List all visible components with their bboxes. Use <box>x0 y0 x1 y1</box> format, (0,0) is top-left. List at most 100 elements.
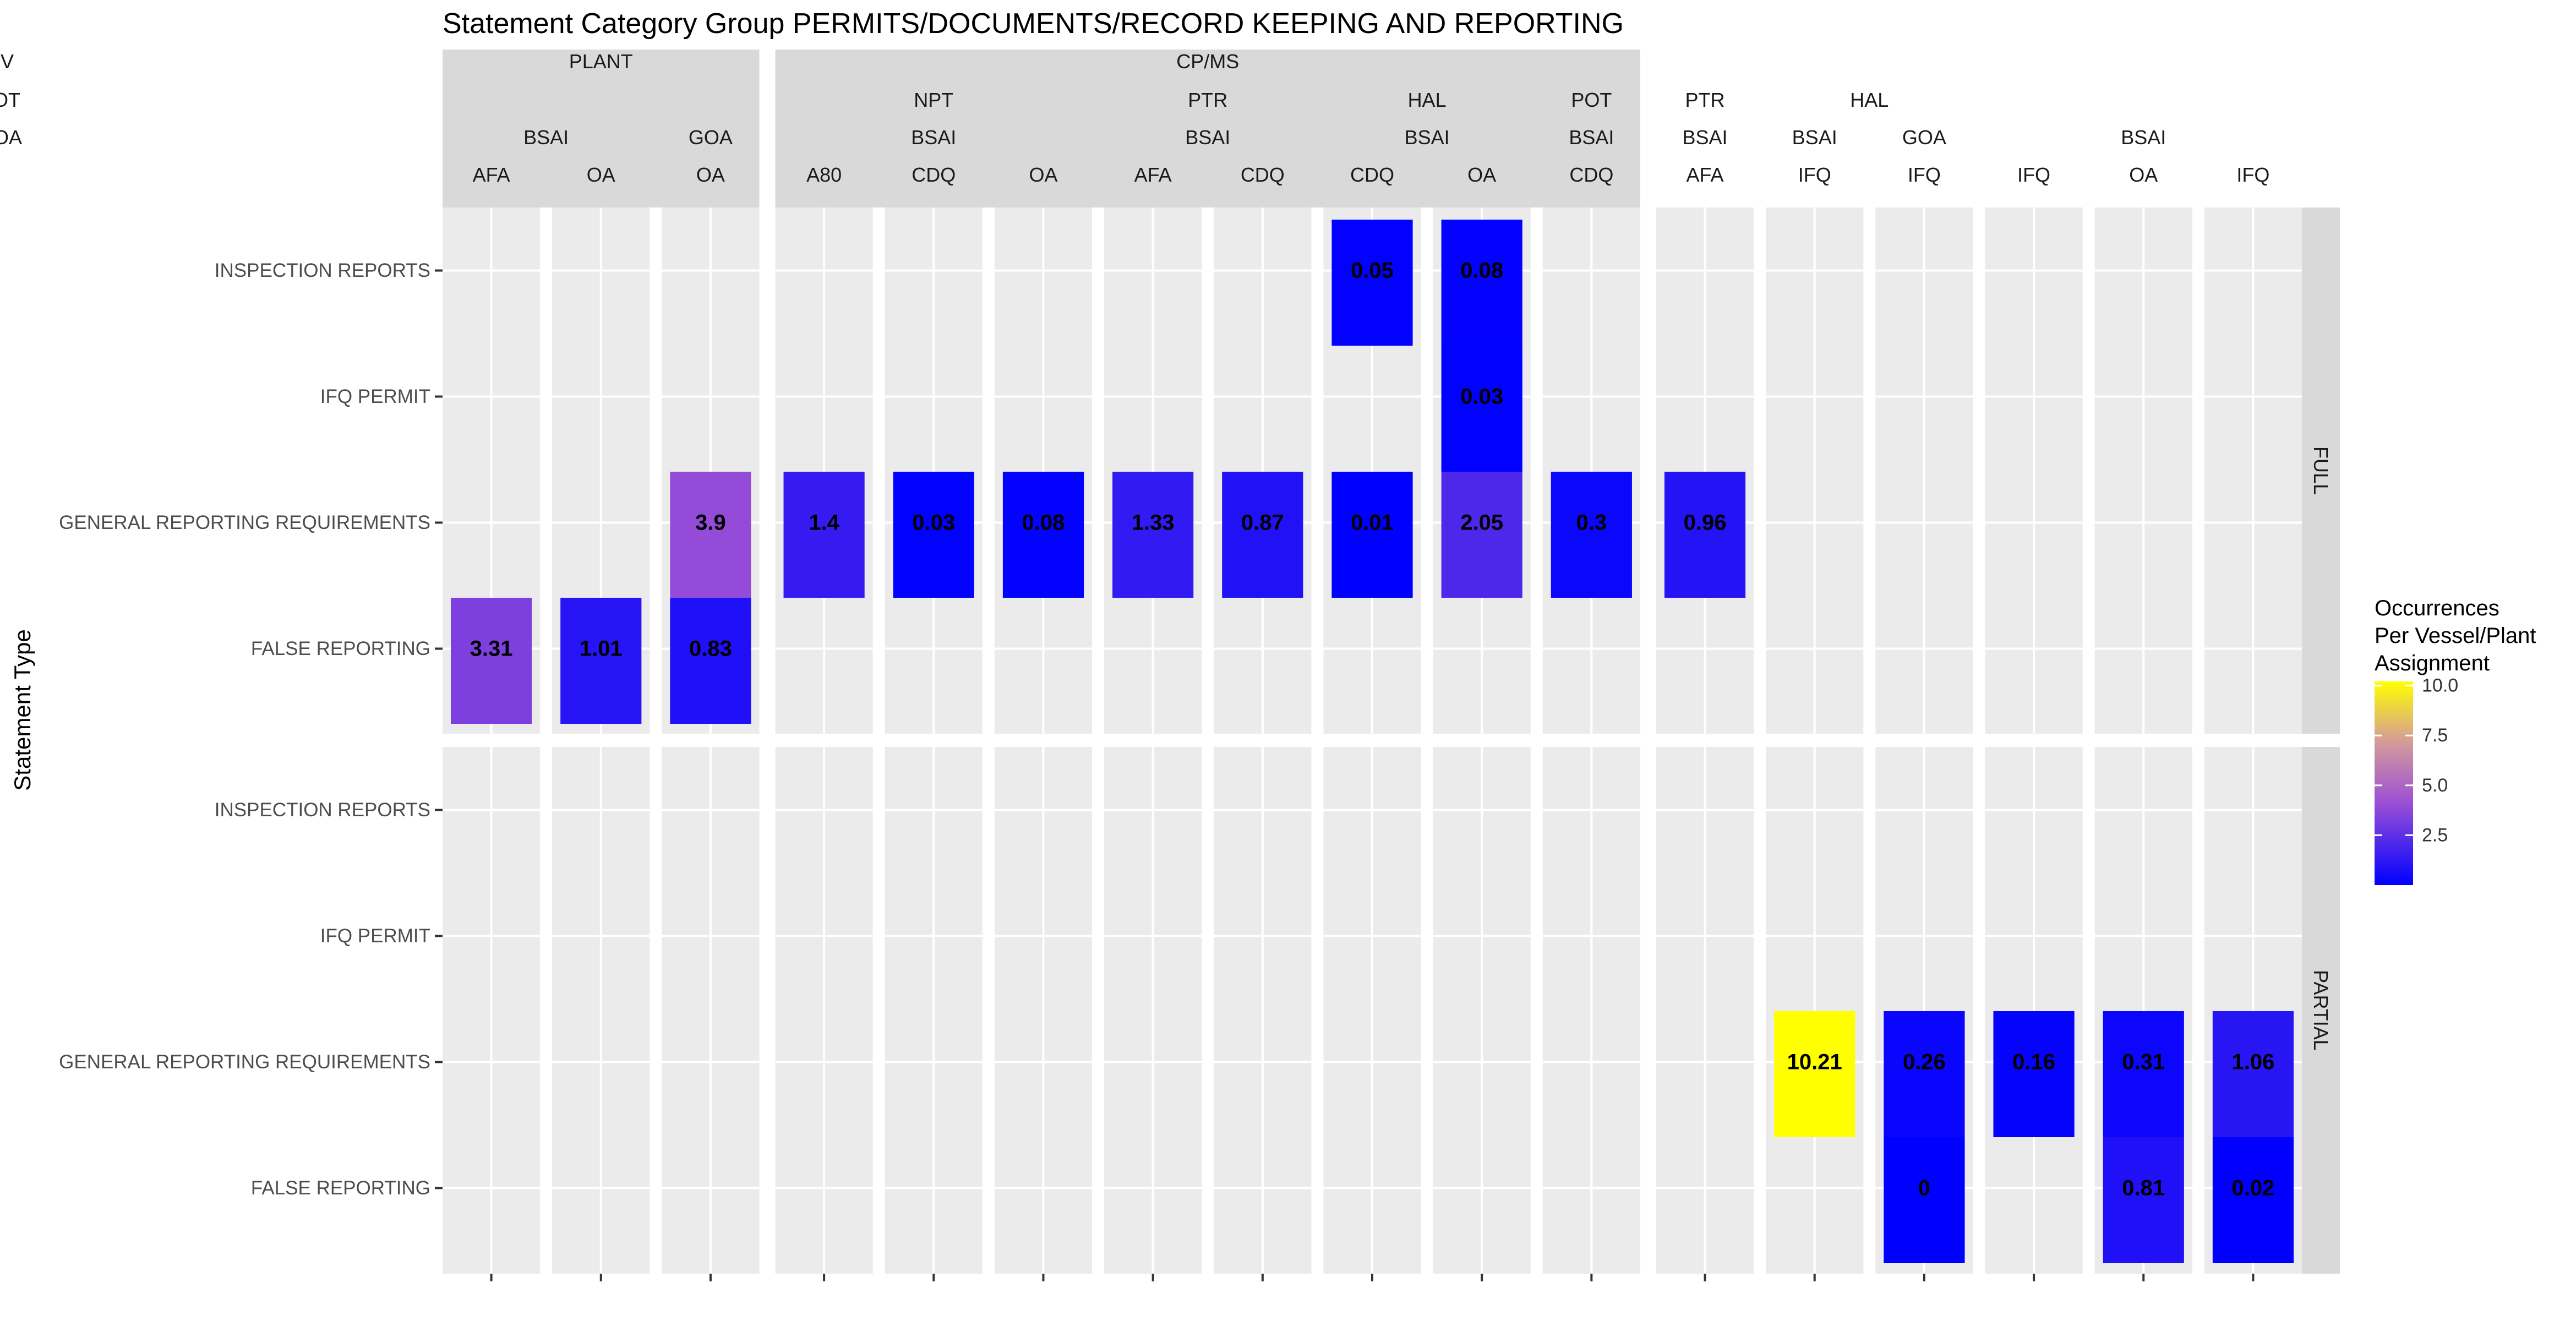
strip-label-gear-pot: POT <box>0 89 20 111</box>
y-tick-label-ifq-permit: IFQ PERMIT <box>320 386 430 407</box>
strip-label-col-cdq: CDQ <box>1241 163 1285 186</box>
cell-full-4-general-reporting-requirements-label: 0.03 <box>912 511 955 535</box>
y-tick-label-ifq-permit: IFQ PERMIT <box>320 925 430 947</box>
cell-partial-16-false-reporting <box>2212 1137 2294 1263</box>
cell-partial-16-false-reporting-label: 0.02 <box>2231 1176 2274 1200</box>
cell-partial-13-false-reporting <box>1884 1137 1965 1263</box>
cell-partial-15-general-reporting-requirements-label: 0.31 <box>2122 1050 2165 1074</box>
legend-colorbar <box>2375 681 2413 885</box>
strip-label-gear-pot: POT <box>1571 89 1612 111</box>
cell-partial-14-general-reporting-requirements <box>1993 1011 2075 1137</box>
cell-full-2-general-reporting-requirements <box>670 472 751 598</box>
strip-label-area-bsai: BSAI <box>1683 126 1728 149</box>
strip-label-area-goa: GOA <box>0 126 22 149</box>
y-tick-label-inspection-reports: INSPECTION REPORTS <box>215 260 430 281</box>
legend-title-line: Per Vessel/Plant <box>2375 624 2536 648</box>
strip-label-cp-ms: CP/MS <box>1176 50 1239 73</box>
cell-full-8-inspection-reports-label: 0.05 <box>1351 259 1394 283</box>
cell-full-0-false-reporting-label: 3.31 <box>470 637 513 661</box>
legend-title-line: Occurrences <box>2375 596 2499 620</box>
strip-label-col-cdq: CDQ <box>1350 163 1394 186</box>
cell-full-0-false-reporting <box>451 598 532 724</box>
cell-partial-15-general-reporting-requirements <box>2103 1011 2184 1137</box>
cell-full-9-general-reporting-requirements <box>1441 472 1522 598</box>
strip-label-gear-npt: NPT <box>914 89 953 111</box>
strip-label-plant: PLANT <box>569 50 633 73</box>
legend-tick-label: 7.5 <box>2422 725 2448 746</box>
strip-label-col-ifq: IFQ <box>2236 163 2269 186</box>
strip-label-cv: CV <box>0 50 14 73</box>
strip-label-partial: PARTIAL <box>2310 970 2332 1051</box>
cell-full-3-general-reporting-requirements-label: 1.4 <box>809 511 839 535</box>
cell-full-9-general-reporting-requirements-label: 2.05 <box>1460 511 1503 535</box>
cell-full-9-inspection-reports <box>1441 220 1522 346</box>
y-tick-label-general-reporting-requirements: GENERAL REPORTING REQUIREMENTS <box>59 512 430 533</box>
cell-full-7-general-reporting-requirements-label: 0.87 <box>1241 511 1284 535</box>
strip-label-area-bsai: BSAI <box>2121 126 2166 149</box>
chart-title: Statement Category Group PERMITS/DOCUMEN… <box>443 8 1624 40</box>
legend-tick-label: 10.0 <box>2422 675 2458 696</box>
cell-partial-15-false-reporting-label: 0.81 <box>2122 1176 2165 1200</box>
cell-full-1-false-reporting-label: 1.01 <box>580 637 623 661</box>
cell-full-5-general-reporting-requirements <box>1002 472 1084 598</box>
cell-full-5-general-reporting-requirements-label: 0.08 <box>1022 511 1065 535</box>
cell-full-11-general-reporting-requirements <box>1664 472 1746 598</box>
strip-label-col-oa: OA <box>2129 163 2158 186</box>
cell-full-8-general-reporting-requirements-label: 0.01 <box>1351 511 1394 535</box>
strip-label-col-oa: OA <box>696 163 725 186</box>
strip-label-full: FULL <box>2310 446 2332 495</box>
legend: Occurrences Per Vessel/Plant Assignment10.… <box>2375 596 2536 885</box>
cell-partial-16-general-reporting-requirements <box>2212 1011 2294 1137</box>
legend-title-line: Assignment <box>2375 651 2490 675</box>
y-tick-label-general-reporting-requirements: GENERAL REPORTING REQUIREMENTS <box>59 1051 430 1073</box>
strip-label-col-ifq: IFQ <box>1798 163 1831 186</box>
cell-partial-12-general-reporting-requirements-label: 10.21 <box>1787 1050 1842 1074</box>
strip-label-gear-hal: HAL <box>1850 89 1889 111</box>
cell-full-10-general-reporting-requirements-label: 0.3 <box>1576 511 1607 535</box>
cell-partial-15-false-reporting <box>2103 1137 2184 1263</box>
plot-area: PLANT CP/MS CV NPT PTR HAL POT PTR HAL POT BSAI GOA… <box>0 50 2340 1281</box>
legend-tick-label: 2.5 <box>2422 825 2448 845</box>
cell-partial-14-general-reporting-requirements-label: 0.16 <box>2012 1050 2055 1074</box>
strip-label-area-goa: GOA <box>1902 126 1946 149</box>
y-tick-label-false-reporting: FALSE REPORTING <box>251 1177 430 1199</box>
cell-full-11-general-reporting-requirements-label: 0.96 <box>1684 511 1727 535</box>
strip-label-gear-hal: HAL <box>1408 89 1447 111</box>
cell-full-10-general-reporting-requirements <box>1551 472 1632 598</box>
facet-strip-cp-ms <box>775 50 1640 208</box>
strip-label-col-afa: AFA <box>473 163 510 186</box>
strip-label-area-bsai: BSAI <box>1569 126 1614 149</box>
cell-full-2-false-reporting <box>670 598 751 724</box>
cell-partial-13-general-reporting-requirements-label: 0.26 <box>1903 1050 1946 1074</box>
cell-full-9-ifq-permit <box>1441 346 1522 472</box>
strip-label-gear-ptr: PTR <box>1685 89 1725 111</box>
strip-label-area-bsai: BSAI <box>523 126 569 149</box>
strip-label-area-bsai: BSAI <box>1792 126 1837 149</box>
cell-full-2-false-reporting-label: 0.83 <box>689 637 732 661</box>
strip-label-col-ifq: IFQ <box>2017 163 2050 186</box>
cell-full-6-general-reporting-requirements <box>1112 472 1194 598</box>
y-axis-title: Statement Type <box>9 629 35 790</box>
strip-label-col-cdq: CDQ <box>1569 163 1613 186</box>
cell-partial-16-general-reporting-requirements-label: 1.06 <box>2231 1050 2274 1074</box>
facet-strip-full <box>2302 208 2340 734</box>
cell-partial-13-false-reporting-label: 0 <box>1918 1176 1930 1200</box>
legend-tick-label: 5.0 <box>2422 775 2448 796</box>
cell-full-8-general-reporting-requirements <box>1331 472 1413 598</box>
strip-label-col-oa: OA <box>1029 163 1057 186</box>
cell-full-6-general-reporting-requirements-label: 1.33 <box>1132 511 1175 535</box>
cell-full-4-general-reporting-requirements <box>893 472 974 598</box>
facet-strip-partial <box>2302 747 2340 1274</box>
cell-full-3-general-reporting-requirements <box>783 472 865 598</box>
strip-label-col-oa: OA <box>587 163 615 186</box>
strip-label-col-afa: AFA <box>1687 163 1724 186</box>
strip-label-col-afa: AFA <box>1134 163 1172 186</box>
strip-label-gear-ptr: PTR <box>1188 89 1227 111</box>
cell-full-9-inspection-reports-label: 0.08 <box>1460 259 1503 283</box>
facet-strip-plant <box>443 50 760 208</box>
cell-partial-13-general-reporting-requirements <box>1884 1011 1965 1137</box>
cell-full-2-general-reporting-requirements-label: 3.9 <box>695 511 726 535</box>
strip-label-area-goa: GOA <box>689 126 733 149</box>
